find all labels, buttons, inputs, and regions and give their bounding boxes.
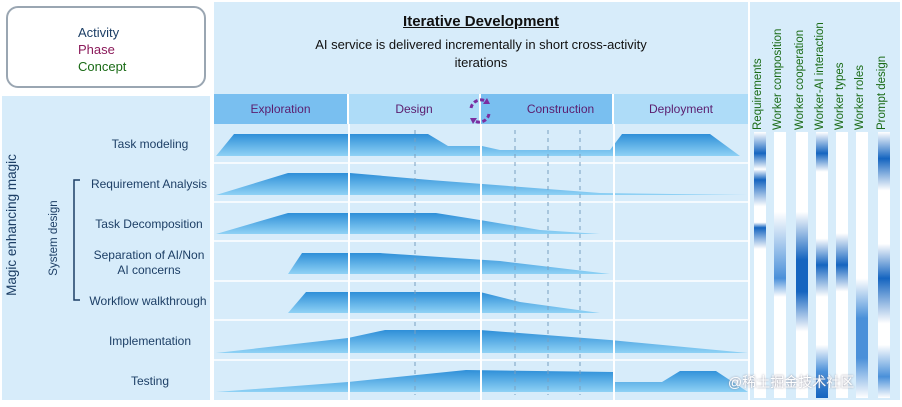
separation-concerns-label: Separation of AI/Non AI concerns bbox=[84, 248, 214, 278]
testing-label: Testing bbox=[130, 374, 170, 388]
legend-concept: Concept bbox=[78, 59, 127, 74]
task-decomposition-label: Task Decomposition bbox=[95, 217, 203, 231]
concept-requirements: Requirements bbox=[752, 58, 764, 130]
magic-enhancing-magic-label: Magic enhancing magic bbox=[4, 154, 19, 296]
concept-worker-roles: Worker roles bbox=[854, 65, 866, 130]
header-band bbox=[214, 2, 748, 94]
legend-activity: Activity bbox=[78, 25, 120, 40]
implementation-label: Implementation bbox=[108, 334, 192, 348]
phase-deployment: Deployment bbox=[614, 94, 748, 124]
task-modeling-label: Task modeling bbox=[111, 137, 189, 151]
diagram-subtitle: AI service is delivered incrementally in… bbox=[315, 37, 647, 70]
legend-phase: Phase bbox=[78, 42, 115, 57]
concept-worker-ai-interaction: Worker-AI interaction bbox=[814, 22, 826, 130]
system-design-label: System design bbox=[48, 200, 60, 276]
concept-worker-cooperation: Worker cooperation bbox=[794, 29, 806, 130]
separation-concerns-line2: AI concerns bbox=[117, 263, 181, 277]
separation-concerns-line1: Separation of AI/Non bbox=[93, 248, 205, 262]
diagram-title: Iterative Development bbox=[403, 13, 559, 30]
concept-worker-types: Worker types bbox=[834, 62, 846, 130]
requirement-analysis-label: Requirement Analysis bbox=[90, 177, 208, 191]
concept-prompt-design: Prompt design bbox=[876, 55, 888, 130]
phase-design: Design bbox=[349, 94, 481, 124]
cycle-arrows-icon bbox=[469, 98, 491, 124]
legend-box: Activity Phase Concept bbox=[6, 6, 206, 88]
watermark: @稀土掘金技术社区 bbox=[728, 374, 855, 390]
activity-band bbox=[2, 96, 210, 400]
phase-exploration: Exploration bbox=[214, 94, 349, 124]
workflow-walkthrough-label: Workflow walkthrough bbox=[89, 294, 207, 308]
concept-worker-composition: Worker composition bbox=[772, 28, 784, 130]
phase-construction: Construction bbox=[481, 94, 614, 124]
